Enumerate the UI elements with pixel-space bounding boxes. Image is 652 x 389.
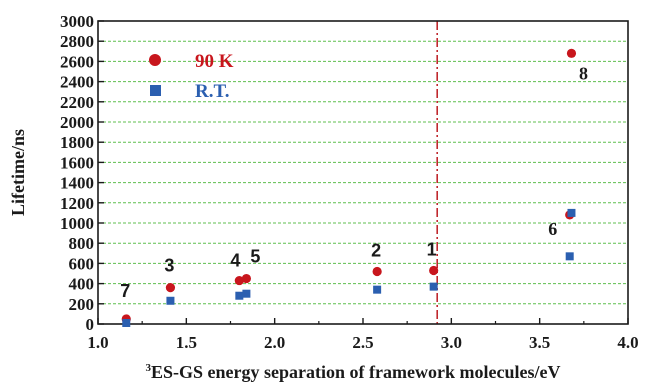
point-label-3: 3	[164, 256, 174, 276]
data-point-90k	[372, 266, 382, 277]
point-label-8: 8	[579, 63, 588, 83]
data-point-90k	[241, 273, 251, 284]
y-tick-label: 1000	[60, 214, 94, 233]
legend-label-rt: R.T.	[195, 81, 229, 102]
x-tick-label: 2.5	[352, 333, 373, 352]
x-axis-label-superscript: 3	[146, 362, 152, 374]
legend: 90 K R.T.	[149, 51, 234, 102]
data-point-rt	[567, 208, 576, 217]
y-tick-label: 1400	[60, 174, 94, 193]
data-point-rt	[373, 285, 382, 294]
data-points	[121, 48, 577, 327]
legend-marker-90k	[149, 54, 161, 66]
x-axis: 1.0 1.5 2.0 2.5 3.0 3.5 4.0	[87, 318, 639, 352]
y-tick-label: 3000	[60, 12, 94, 31]
y-tick-label: 1200	[60, 194, 94, 213]
x-tick-label: 1.0	[87, 333, 108, 352]
data-point-rt	[166, 296, 175, 305]
x-tick-label: 2.0	[264, 333, 285, 352]
y-tick-label: 0	[86, 315, 95, 334]
point-label-1: 1	[427, 239, 437, 259]
y-tick-label: 2800	[60, 32, 94, 51]
x-tick-label: 4.0	[617, 333, 638, 352]
y-tick-label: 400	[69, 275, 95, 294]
data-point-rt	[429, 282, 438, 291]
data-point-90k	[234, 275, 244, 286]
y-tick-label: 200	[69, 295, 95, 314]
point-label-4: 4	[230, 251, 240, 271]
x-tick-label: 3.0	[441, 333, 462, 352]
point-label-7: 7	[120, 281, 130, 301]
data-point-rt	[235, 291, 244, 300]
data-point-rt	[565, 252, 574, 261]
point-labels: 7 3 4 5 2 1 6 8	[120, 63, 588, 301]
y-tick-label: 800	[69, 234, 95, 253]
data-point-90k	[165, 283, 176, 293]
plot-frame	[97, 20, 629, 325]
x-axis-label: 3ES-GS energy separation of framework mo…	[146, 362, 561, 382]
x-tick-label: 3.5	[529, 333, 550, 352]
y-tick-label: 2200	[60, 93, 94, 112]
data-point-90k	[429, 265, 439, 276]
x-tick-label: 1.5	[176, 333, 197, 352]
data-point-90k	[566, 48, 577, 58]
legend-label-90k: 90 K	[195, 51, 234, 72]
y-tick-label: 1600	[60, 153, 94, 172]
y-tick-label: 2600	[60, 52, 94, 71]
y-tick-label: 600	[69, 254, 95, 273]
data-point-rt	[242, 289, 251, 298]
y-tick-label: 2000	[60, 113, 94, 132]
point-label-6: 6	[548, 219, 557, 239]
data-point-rt	[122, 318, 131, 327]
y-tick-label: 2400	[60, 73, 94, 92]
legend-marker-rt	[150, 85, 161, 96]
x-axis-label-text: ES-GS energy separation of framework mol…	[151, 362, 560, 382]
point-label-2: 2	[371, 240, 381, 260]
y-axis-label: Lifetime/ns	[8, 129, 28, 216]
y-tick-label: 1800	[60, 133, 94, 152]
point-label-5: 5	[250, 247, 260, 267]
gridlines	[98, 40, 628, 305]
